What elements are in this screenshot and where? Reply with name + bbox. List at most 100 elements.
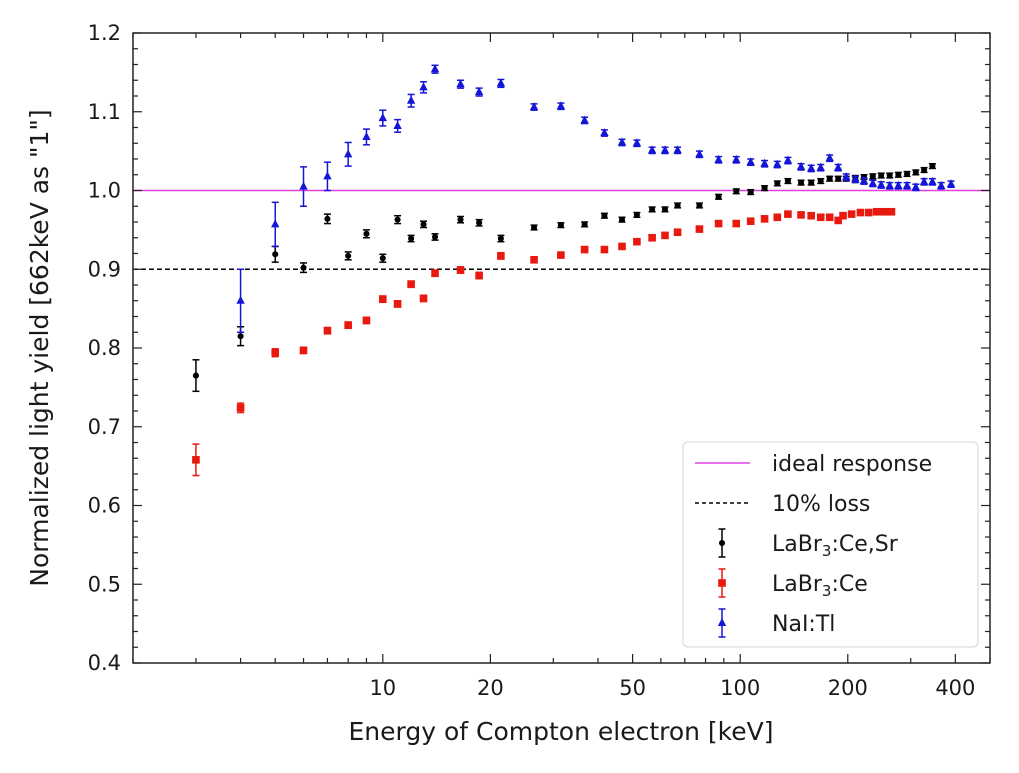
data-point (271, 219, 280, 228)
data-point (236, 295, 245, 304)
data-point (869, 173, 876, 180)
data-point (807, 163, 816, 172)
data-point (839, 211, 847, 220)
data-point (746, 217, 755, 226)
data-point (529, 102, 539, 111)
data-point (773, 159, 782, 168)
data-point (878, 172, 885, 179)
data-point (456, 79, 465, 88)
data-point (872, 207, 881, 216)
data-point (851, 174, 860, 183)
data-point (919, 176, 929, 185)
y-tick-label: 0.6 (88, 494, 121, 518)
y-tick-label: 0.4 (88, 651, 121, 675)
data-point (921, 166, 928, 174)
data-point (817, 178, 824, 185)
x-tick-label: 100 (720, 676, 760, 700)
data-point (936, 180, 946, 189)
data-point (419, 294, 428, 303)
data-point (825, 213, 834, 222)
legend-name-rest: :Ce (831, 572, 867, 597)
data-point (732, 154, 741, 163)
legend-marker (717, 618, 727, 627)
data-point (660, 145, 670, 154)
data-point (192, 456, 200, 464)
data-point (618, 242, 626, 251)
data-point (673, 145, 682, 154)
data-point (580, 115, 589, 124)
data-point (842, 172, 851, 181)
y-tick-label: 0.9 (88, 257, 121, 281)
y-tick-label: 1.2 (88, 21, 121, 45)
data-point (761, 185, 768, 192)
data-point (406, 95, 416, 104)
data-point (808, 179, 815, 186)
data-point (816, 213, 825, 222)
reference-lines (133, 189, 990, 270)
data-point (299, 346, 308, 355)
legend-marker (718, 539, 726, 547)
legend-labr3-ce-label: LaBr3:Ce (772, 572, 868, 600)
data-point (393, 120, 402, 129)
data-point (324, 215, 331, 222)
data-point (696, 202, 703, 209)
x-tick-label: 20 (477, 676, 504, 700)
data-point (530, 256, 538, 264)
data-point (674, 202, 681, 209)
data-point (419, 82, 428, 91)
y-tick-label: 1.1 (88, 100, 121, 124)
data-point (835, 175, 842, 182)
data-point (928, 176, 937, 185)
data-point (880, 207, 889, 216)
data-point (236, 404, 245, 412)
data-point (431, 269, 439, 277)
legend-subscript: 3 (822, 542, 832, 560)
data-point (733, 188, 740, 195)
data-point (343, 149, 353, 158)
data-point (272, 251, 279, 258)
x-tick-label: 200 (828, 676, 868, 700)
data-point (894, 180, 903, 189)
legend-marker (718, 579, 726, 587)
data-point (747, 189, 754, 196)
data-point (929, 163, 936, 170)
data-point (601, 212, 608, 219)
data-point (408, 235, 415, 242)
data-point (796, 161, 806, 170)
legend-ideal-label: ideal response (772, 452, 932, 477)
data-point (648, 233, 656, 242)
data-point (798, 179, 805, 186)
data-point (344, 321, 352, 329)
data-point (531, 224, 538, 231)
data-point (633, 237, 641, 246)
data-point (760, 158, 769, 167)
plot-frame (132, 32, 991, 664)
series-labr3-ce (192, 207, 896, 477)
data-point (912, 169, 919, 176)
x-tick-label: 400 (935, 676, 975, 700)
data-point (497, 252, 505, 260)
data-point (300, 264, 307, 271)
data-point (407, 280, 415, 289)
data-point (632, 138, 642, 147)
data-point (345, 252, 352, 259)
legend-name: LaBr (772, 532, 823, 557)
data-point (600, 245, 609, 254)
data-point (378, 113, 387, 122)
legend-name: LaBr (772, 572, 823, 597)
legend-markers (717, 528, 727, 638)
data-point (784, 178, 791, 185)
data-point (783, 155, 793, 164)
data-point (885, 180, 894, 189)
y-tick-label: 0.5 (88, 572, 121, 596)
data-point (431, 233, 439, 241)
y-tick-label: 0.8 (88, 336, 121, 360)
data-series (192, 64, 956, 477)
data-point (557, 251, 565, 259)
data-point (807, 211, 815, 220)
data-point (661, 231, 669, 240)
data-point (797, 211, 805, 219)
data-point (946, 179, 956, 188)
data-point (379, 295, 387, 303)
